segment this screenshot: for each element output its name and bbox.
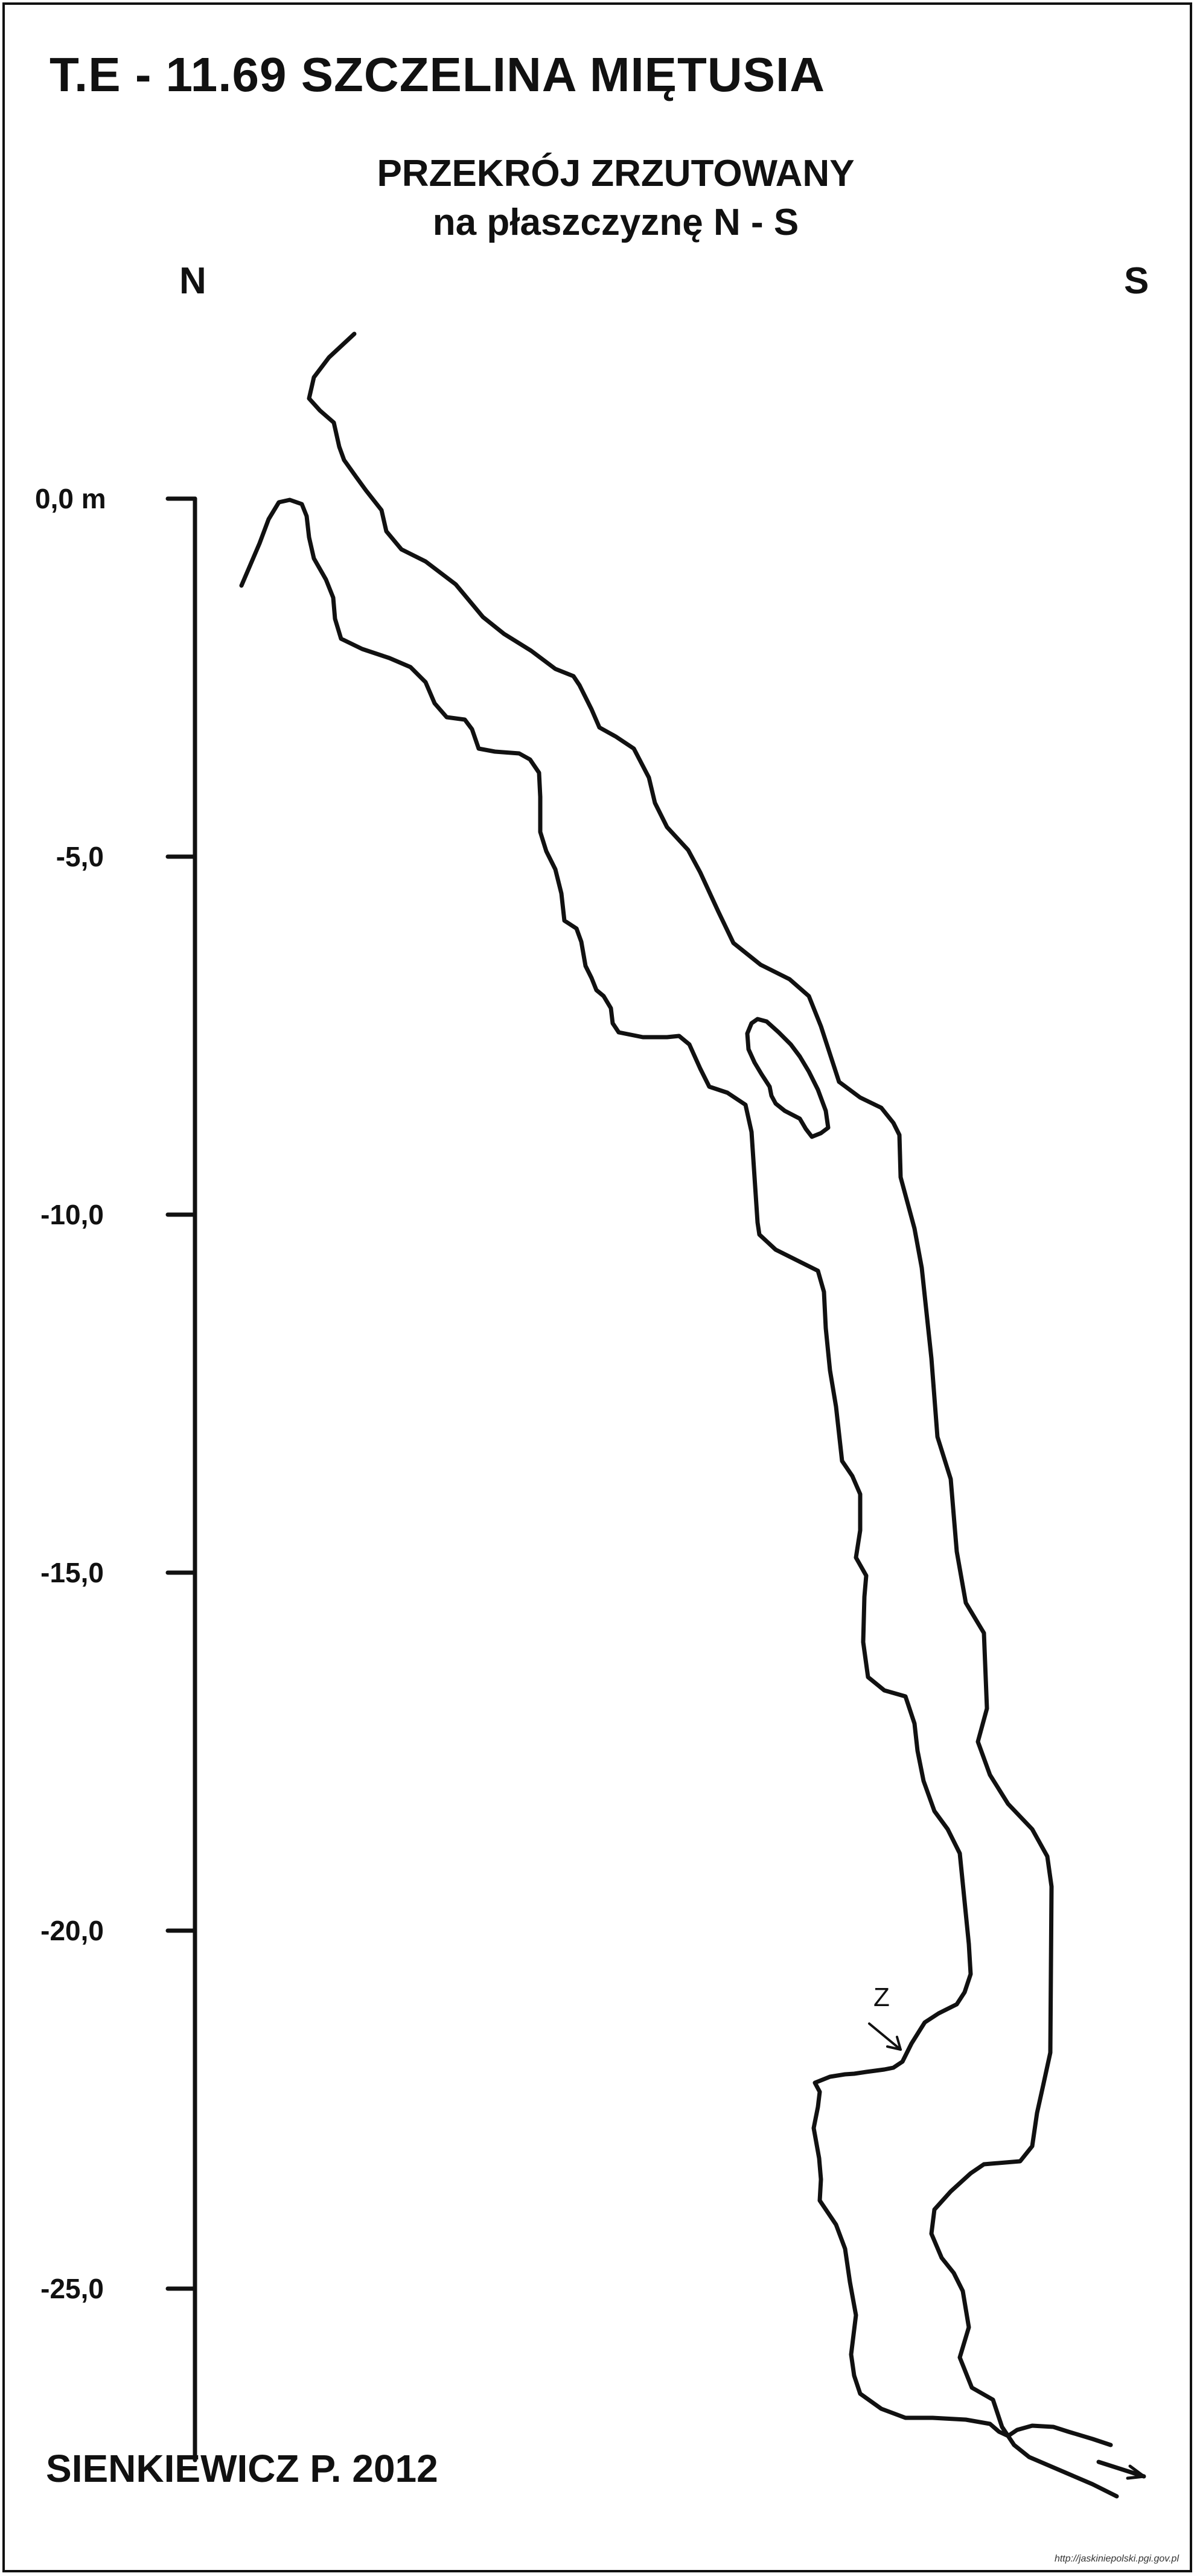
- cave-wall-upper: [307, 331, 1119, 2499]
- source-credit: http://jaskiniepolski.pgi.gov.pl: [1054, 2554, 1179, 2564]
- direction-south-label: S: [1124, 260, 1149, 302]
- depth-tick-label: -25,0: [40, 2273, 104, 2304]
- continuation-arrow-icon: [1096, 2459, 1146, 2480]
- section-type-label: PRZEKRÓJ ZRZUTOWANY: [377, 153, 855, 194]
- author-label: SIENKIEWICZ P. 2012: [46, 2447, 438, 2490]
- rock-pillar-outline: [745, 1017, 831, 1139]
- depth-tick-label: -5,0: [56, 841, 104, 872]
- depth-tick-label: -10,0: [40, 1199, 104, 1230]
- projection-plane-label: na płaszczyznę N - S: [432, 202, 799, 243]
- depth-tick-label: -20,0: [40, 1915, 104, 1946]
- direction-north-label: N: [179, 260, 206, 302]
- cave-wall-lower: [239, 497, 1113, 2447]
- marker-z-label: Z: [873, 1983, 890, 2012]
- marker-z-arrow-icon: [868, 2022, 902, 2051]
- depth-tick-label: -15,0: [40, 1557, 104, 1588]
- depth-tick-label: 0,0 m: [35, 483, 106, 514]
- drawing-title: T.E - 11.69 SZCZELINA MIĘTUSIA: [49, 48, 826, 101]
